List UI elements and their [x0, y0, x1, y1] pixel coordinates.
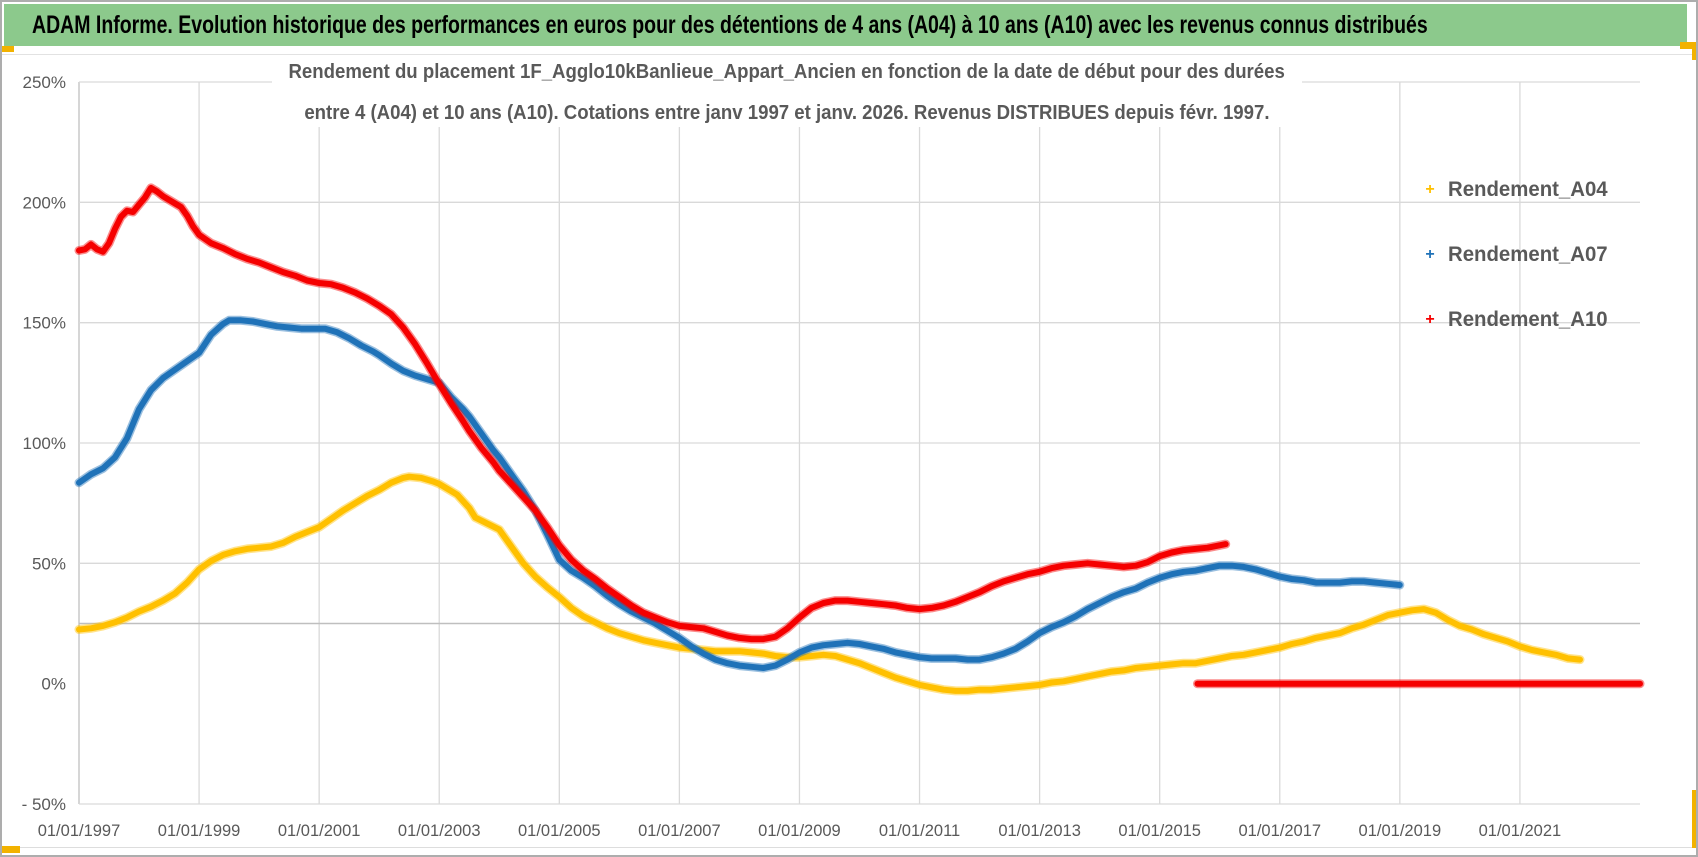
corner-accent-bottom-right [1692, 790, 1696, 848]
x-tick-label: 01/01/1999 [158, 822, 241, 840]
chart-legend: + Rendement_A04 + Rendement_A07 + Rendement_A… [1422, 157, 1613, 352]
banner: ADAM Informe. Evolution historique des p… [4, 4, 1687, 46]
series-halo-rendement_a10 [74, 183, 1231, 644]
y-tick-label: 250% [23, 73, 66, 92]
series-line-rendement_a10 [76, 184, 1229, 643]
x-tick-label: 01/01/2007 [638, 822, 721, 840]
legend-label: Rendement_A07 [1448, 242, 1608, 266]
chart-title-line1: Rendement du placement 1F_Agglo10kBanlie… [288, 61, 1286, 83]
x-tick-label: 01/01/1997 [38, 822, 121, 840]
chart-object-bottom-border [2, 847, 1696, 848]
x-tick-label: 01/01/2017 [1238, 822, 1321, 840]
x-tick-label: 01/01/2021 [1479, 822, 1562, 840]
y-tick-label: 200% [23, 193, 66, 212]
legend-label: Rendement_A04 [1448, 177, 1608, 201]
chart-title-line2: entre 4 (A04) et 10 ans (A10). Cotations… [304, 102, 1270, 124]
legend-item-rendement_a07: + Rendement_A07 [1422, 222, 1613, 287]
corner-accent-top-left [2, 46, 14, 52]
x-tick-label: 01/01/2011 [879, 822, 960, 840]
x-tick-label: 01/01/2013 [998, 822, 1081, 840]
y-tick-label: - 50% [22, 795, 66, 814]
y-tick-label: 100% [23, 434, 66, 453]
x-tick-label: 01/01/2019 [1359, 822, 1442, 840]
y-tick-label: 150% [23, 314, 66, 333]
x-tick-label: 01/01/2003 [398, 822, 481, 840]
chart-title: Rendement du placement 1F_Agglo10kBanlie… [272, 59, 1302, 127]
series-halo-rendement_a07 [74, 315, 1405, 673]
x-tick-label: 01/01/2015 [1118, 822, 1201, 840]
corner-accent-top-right [1680, 42, 1696, 49]
legend-plus-marker-icon: + [1425, 180, 1435, 198]
y-tick-label: 50% [32, 554, 66, 573]
banner-title: ADAM Informe. Evolution historique des p… [32, 10, 1428, 39]
legend-plus-marker-icon: + [1425, 310, 1435, 328]
x-tick-label: 01/01/2001 [278, 822, 361, 840]
legend-label: Rendement_A10 [1448, 307, 1608, 331]
y-tick-label: 0% [41, 675, 66, 694]
corner-accent-bottom-left [2, 846, 20, 853]
corner-accent-top-right-vertical [1692, 42, 1696, 60]
series-line-rendement_a07 [76, 317, 1403, 671]
legend-item-rendement_a04: + Rendement_A04 [1422, 157, 1613, 222]
x-tick-label: 01/01/2005 [518, 822, 601, 840]
x-tick-label: 01/01/2009 [758, 822, 841, 840]
legend-plus-marker-icon: + [1425, 245, 1435, 263]
legend-item-rendement_a10: + Rendement_A10 [1422, 287, 1613, 352]
series-line-rendement_a04 [76, 473, 1583, 694]
banner-underline [2, 54, 1696, 55]
